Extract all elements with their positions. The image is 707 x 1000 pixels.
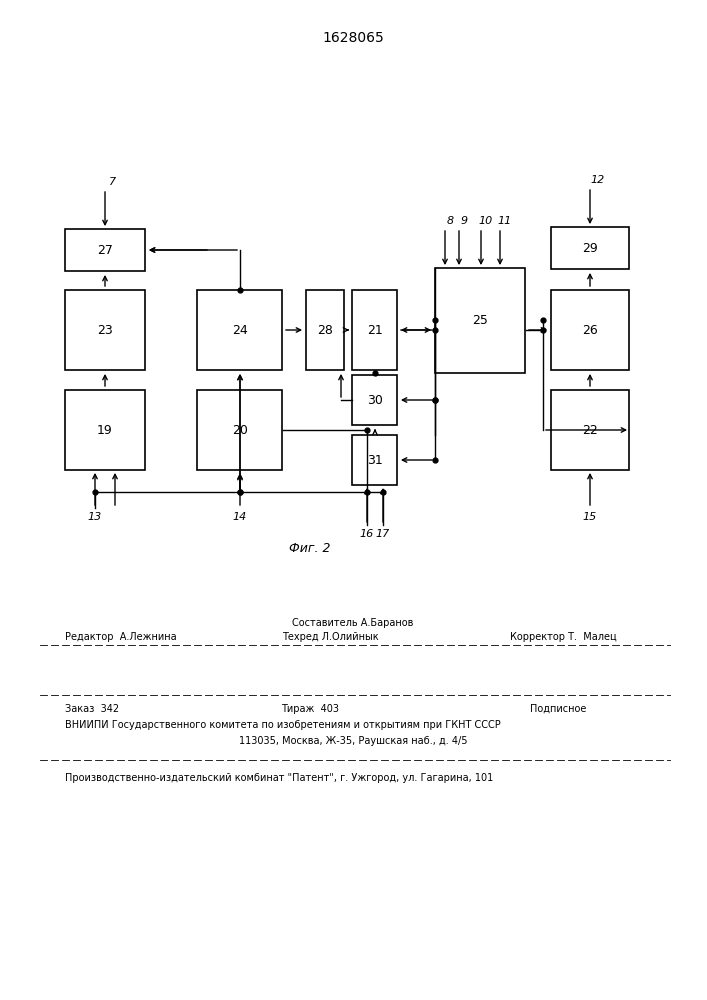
Bar <box>551 290 629 370</box>
Text: Тираж  403: Тираж 403 <box>281 704 339 714</box>
Bar <box>353 290 397 370</box>
Bar <box>353 375 397 425</box>
Text: 23: 23 <box>97 324 113 336</box>
Text: 27: 27 <box>97 243 113 256</box>
Text: ВНИИПИ Государственного комитета по изобретениям и открытиям при ГКНТ СССР: ВНИИПИ Государственного комитета по изоб… <box>65 720 501 730</box>
Text: 31: 31 <box>367 454 383 466</box>
Text: 16: 16 <box>360 529 374 539</box>
Text: Редактор  А.Лежнина: Редактор А.Лежнина <box>65 632 177 642</box>
Text: 25: 25 <box>472 314 488 326</box>
Bar <box>65 390 145 470</box>
Text: Заказ  342: Заказ 342 <box>65 704 119 714</box>
Text: 13: 13 <box>88 512 102 522</box>
Text: 30: 30 <box>367 393 383 406</box>
Text: 29: 29 <box>582 241 598 254</box>
Text: 20: 20 <box>232 424 248 436</box>
Text: 14: 14 <box>233 512 247 522</box>
Text: 11: 11 <box>498 216 512 226</box>
Text: Корректор Т.  Малец: Корректор Т. Малец <box>510 632 617 642</box>
Bar <box>551 390 629 470</box>
Text: 15: 15 <box>583 512 597 522</box>
Text: Фиг. 2: Фиг. 2 <box>289 542 331 554</box>
Text: 19: 19 <box>97 424 113 436</box>
Bar <box>65 229 145 271</box>
Text: Составитель А.Баранов: Составитель А.Баранов <box>292 618 414 628</box>
Text: Техред Л.Олийнык: Техред Л.Олийнык <box>281 632 378 642</box>
Text: 113035, Москва, Ж-35, Раушская наб., д. 4/5: 113035, Москва, Ж-35, Раушская наб., д. … <box>239 736 467 746</box>
Bar <box>306 290 344 370</box>
Bar <box>551 227 629 269</box>
Text: 8: 8 <box>446 216 454 226</box>
Text: 21: 21 <box>367 324 383 336</box>
Text: 10: 10 <box>479 216 493 226</box>
Text: 1628065: 1628065 <box>322 31 384 45</box>
Text: Подписное: Подписное <box>530 704 586 714</box>
Text: 26: 26 <box>582 324 598 336</box>
Bar <box>197 390 283 470</box>
Text: Производственно-издательский комбинат "Патент", г. Ужгород, ул. Гагарина, 101: Производственно-издательский комбинат "П… <box>65 773 493 783</box>
Text: 24: 24 <box>232 324 248 336</box>
Bar <box>353 435 397 485</box>
Bar <box>65 290 145 370</box>
Bar <box>197 290 283 370</box>
Text: 9: 9 <box>460 216 467 226</box>
Text: 28: 28 <box>317 324 333 336</box>
Bar <box>435 267 525 372</box>
Text: 17: 17 <box>376 529 390 539</box>
Text: 7: 7 <box>110 177 117 187</box>
Text: 12: 12 <box>591 175 605 185</box>
Text: 22: 22 <box>582 424 598 436</box>
